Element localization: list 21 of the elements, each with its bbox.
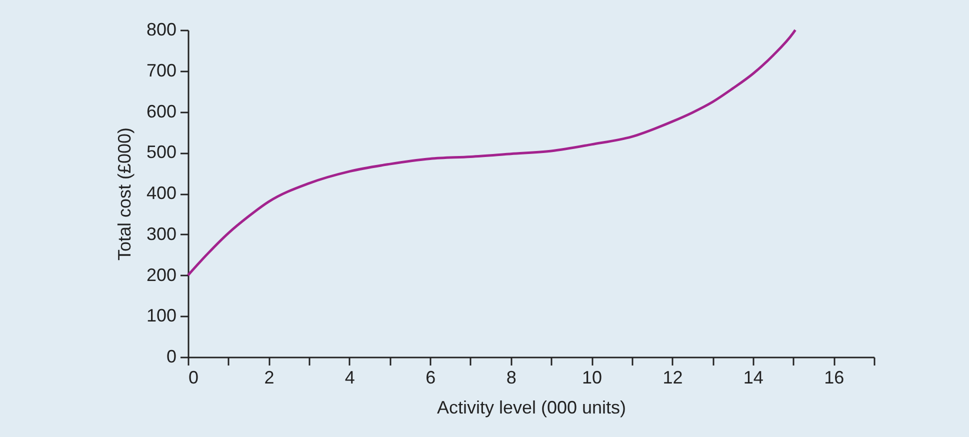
y-tick-label: 300 [146,224,176,244]
x-tick-label: 10 [582,368,602,388]
y-tick-label: 600 [146,101,176,122]
y-tick-label: 100 [146,306,176,326]
y-tick-label: 500 [146,142,176,162]
y-tick-label: 0 [166,346,176,366]
y-tick-label: 700 [146,60,176,80]
x-tick-label: 4 [344,368,355,388]
x-tick-label: 6 [426,368,436,388]
x-tick-label: 12 [662,368,683,388]
y-tick-label: 400 [146,183,176,203]
x-tick-label: 0 [188,368,199,388]
x-tick-label: 16 [824,368,844,388]
x-tick-label: 2 [264,368,274,388]
y-axis-title: Total cost (£000) [114,127,134,261]
x-tick-label: 14 [743,368,764,388]
line-series [186,28,797,276]
y-tick-label: 800 [146,20,176,40]
x-axis-title: Activity level (000 units) [436,398,626,418]
y-tick-label: 200 [146,264,176,285]
x-tick-label: 8 [506,368,516,388]
